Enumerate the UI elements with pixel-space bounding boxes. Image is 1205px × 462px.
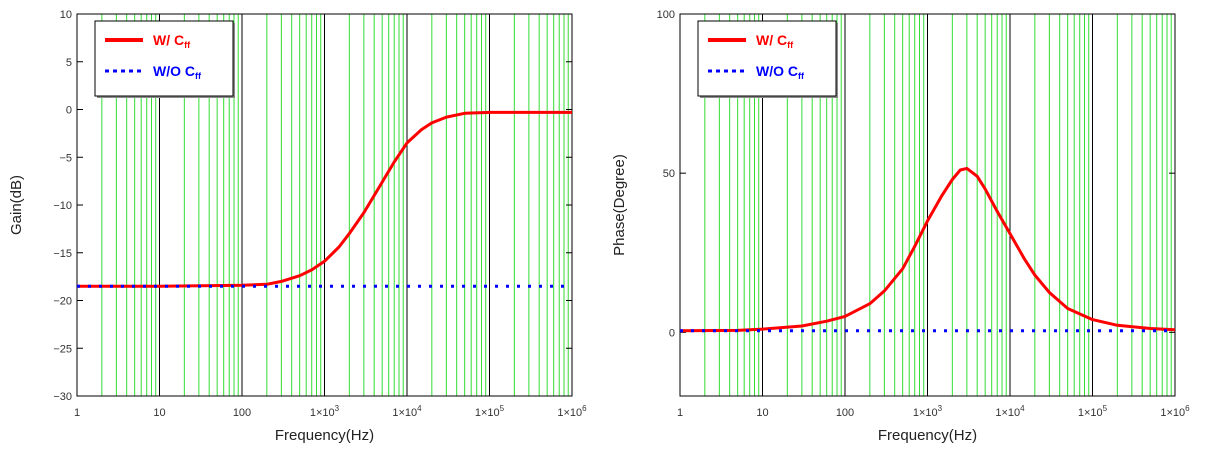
y-tick-label: 10 — [60, 9, 72, 21]
y-axis-label: Phase(Degree) — [611, 154, 628, 256]
x-tick-label: 1×104 — [995, 404, 1025, 419]
x-tick-exponent: 3 — [938, 404, 943, 413]
y-tick-label: −10 — [53, 200, 72, 212]
plot-frame — [679, 13, 1176, 397]
y-tick-label: −25 — [53, 343, 72, 355]
x-axis-label: Frequency(Hz) — [878, 427, 977, 444]
x-tick-exponent: 4 — [417, 404, 422, 413]
legend-box — [94, 20, 234, 97]
x-tick-label: 10 — [153, 407, 165, 419]
series-with-cff-line — [680, 166, 1175, 333]
x-tick-label: 1×105 — [1078, 404, 1108, 419]
y-axis-label: Gain(dB) — [8, 175, 25, 235]
legend-box — [697, 20, 837, 97]
y-tick-label: 50 — [663, 168, 675, 180]
legend-label: W/ Cff — [756, 32, 794, 50]
x-tick-exponent: 6 — [1185, 404, 1190, 413]
x-axis-label: Frequency(Hz) — [275, 427, 374, 444]
x-tick-label: 1×106 — [557, 404, 587, 419]
y-tick-label: −15 — [53, 248, 72, 260]
x-tick-exponent: 6 — [582, 404, 587, 413]
x-tick-exponent: 4 — [1020, 404, 1025, 413]
x-tick-label: 1×105 — [475, 404, 505, 419]
x-tick-exponent: 3 — [335, 404, 340, 413]
legend-label-subscript: ff — [787, 40, 794, 50]
x-tick-label: 1×104 — [392, 404, 422, 419]
y-tick-label: −30 — [53, 391, 72, 403]
y-tick-label: −20 — [53, 296, 72, 308]
legend-label-subscript: ff — [798, 71, 805, 81]
legend-label: W/O Cff — [153, 63, 202, 81]
x-tick-label: 10 — [756, 407, 768, 419]
series-with-cff-line — [77, 110, 572, 288]
x-tick-label: 1 — [74, 407, 80, 419]
legend-label-subscript: ff — [195, 71, 202, 81]
y-tick-label: 100 — [657, 9, 675, 21]
y-tick-label: 5 — [66, 57, 72, 69]
y-tick-label: 0 — [66, 105, 72, 117]
phase-chart: 100 50 0 1 10 100 1×103 1×104 1×105 1×106 Frequenc… — [611, 9, 1190, 444]
x-tick-label: 1 — [677, 407, 683, 419]
x-tick-label: 100 — [233, 407, 251, 419]
x-tick-label: 100 — [836, 407, 854, 419]
x-tick-exponent: 5 — [1103, 404, 1108, 413]
x-tick-label: 1×103 — [310, 404, 340, 419]
legend-label-subscript: ff — [184, 40, 191, 50]
gain-chart: 10 5 0 −5 −10 −15 −20 −25 −301 10 100 1×103 1×104 1×1… — [8, 9, 587, 444]
legend-label: W/O Cff — [756, 63, 805, 81]
x-tick-label: 1×106 — [1160, 404, 1190, 419]
x-tick-exponent: 5 — [500, 404, 505, 413]
y-tick-label: −5 — [59, 152, 72, 164]
x-tick-label: 1×103 — [913, 404, 943, 419]
y-tick-label: 0 — [669, 327, 675, 339]
legend-label: W/ Cff — [153, 32, 191, 50]
